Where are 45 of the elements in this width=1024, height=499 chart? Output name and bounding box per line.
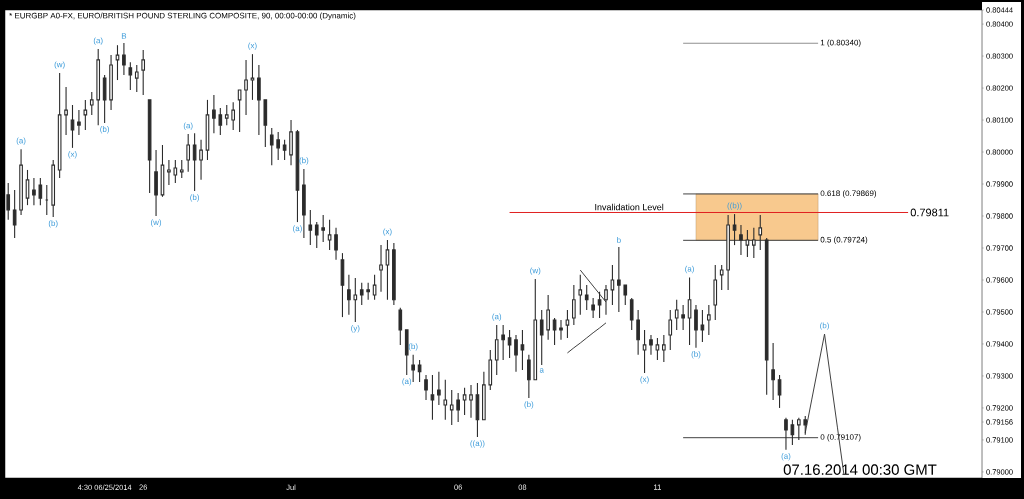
candlestick: [302, 168, 306, 239]
data-label: 0.79811: [910, 208, 949, 217]
candlestick: [726, 214, 730, 291]
candlestick: [604, 284, 608, 316]
candlestick: [334, 227, 338, 261]
candlestick: [617, 246, 621, 313]
candlestick: [430, 374, 435, 421]
candlestick: [514, 334, 518, 373]
candlestick: [244, 59, 248, 116]
candlestick: [694, 304, 698, 349]
candlestick: [154, 149, 158, 217]
candlestick: [77, 109, 81, 136]
candlestick: [122, 42, 126, 76]
candlestick: [250, 53, 255, 101]
candlestick: [501, 324, 505, 361]
candlestick: [167, 159, 171, 186]
candlestick: [257, 64, 261, 136]
candlestick: [109, 54, 113, 111]
candlestick: [437, 371, 441, 406]
line-series: [579, 269, 607, 303]
candlestick: [572, 284, 576, 326]
candlestick: [199, 139, 203, 181]
candlestick: [379, 244, 383, 293]
series-label: Invalidation Level: [595, 203, 664, 211]
candlestick: [739, 224, 743, 256]
candlestick: [32, 177, 36, 206]
candlestick: [681, 304, 685, 331]
candlestick: [424, 374, 428, 401]
candlestick: [212, 94, 216, 134]
line-series: [566, 322, 607, 354]
candlestick: [591, 297, 595, 319]
candlestick: [771, 342, 775, 401]
candlestick: [636, 309, 640, 356]
candlestick: [347, 274, 351, 316]
candlestick: [527, 354, 531, 399]
candlestick: [559, 319, 563, 341]
annotation: 07.16.2014 00:30 GMT: [783, 464, 937, 475]
candlestick: [546, 294, 550, 341]
candlestick: [289, 119, 293, 166]
candlestick: [649, 334, 653, 356]
candlestick: [392, 242, 396, 306]
candlestick: [19, 148, 23, 216]
candlestick: [469, 384, 473, 419]
candlestick: [64, 86, 68, 136]
candlestick: [784, 417, 788, 451]
